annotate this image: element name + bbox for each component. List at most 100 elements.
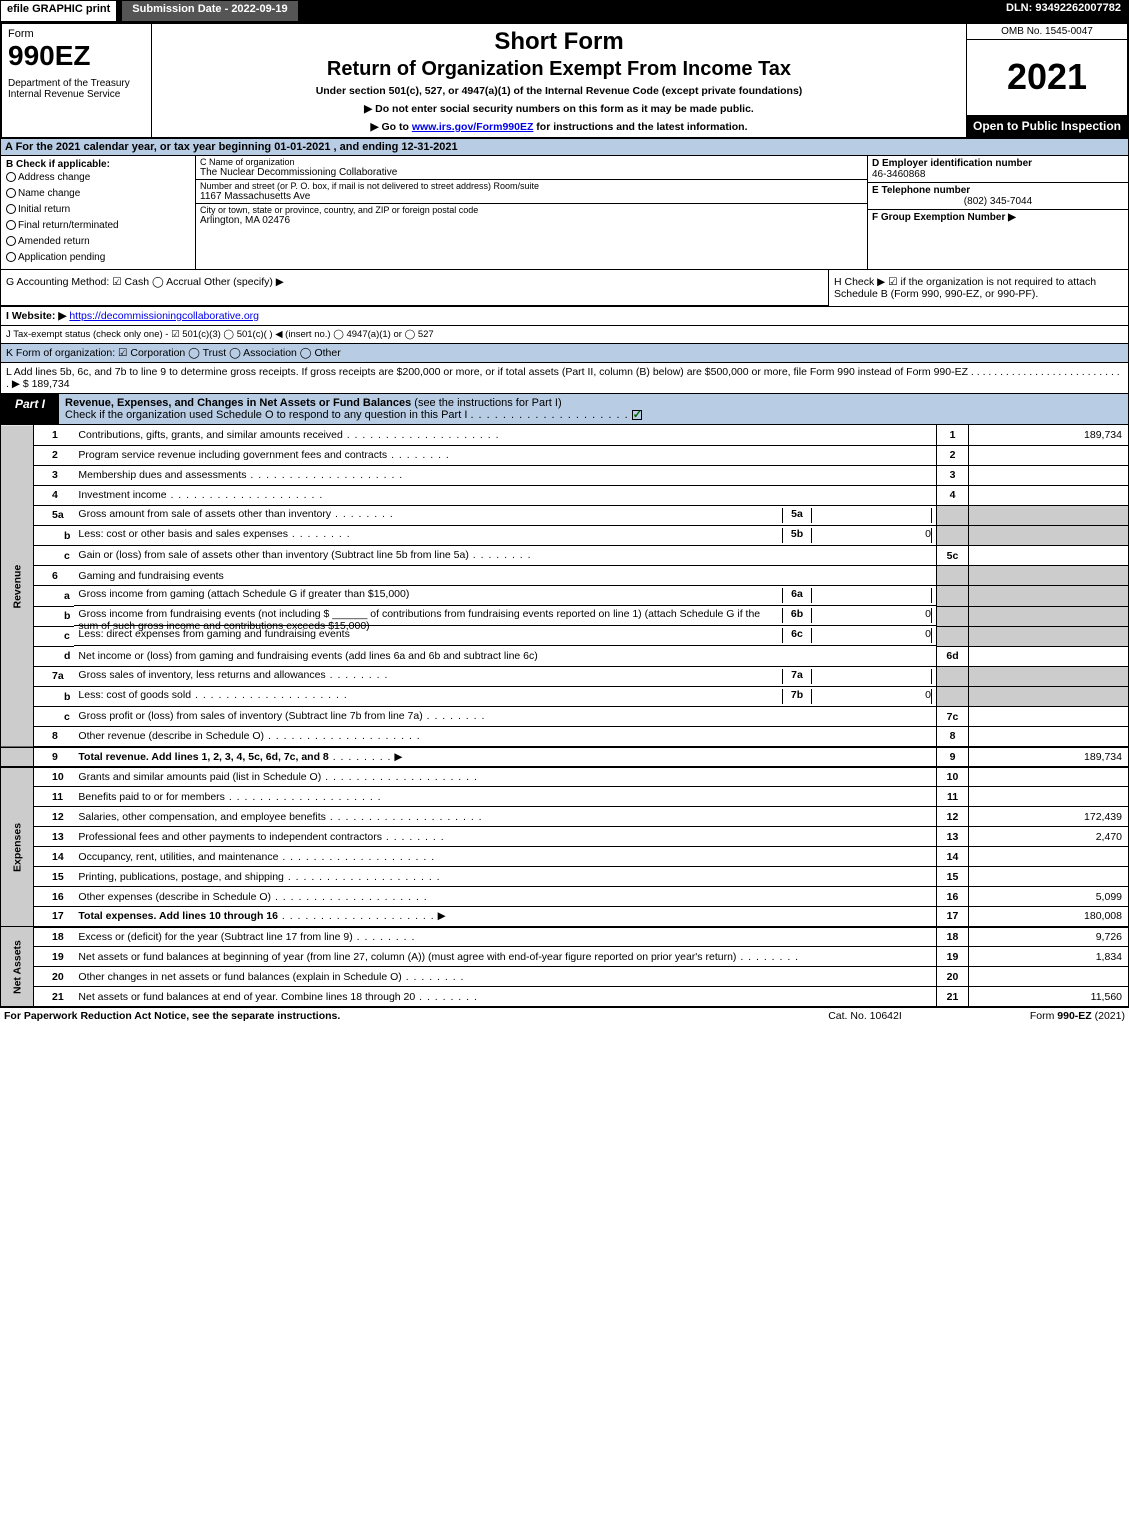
omb-number: OMB No. 1545-0047 <box>967 24 1127 40</box>
d-ein-label: D Employer identification number <box>872 158 1032 169</box>
part-i-table: Revenue 1Contributions, gifts, grants, a… <box>0 425 1129 1007</box>
b-header: B Check if applicable: <box>6 159 190 170</box>
f-group-label: F Group Exemption Number ▶ <box>872 212 1016 223</box>
ssn-warning: ▶ Do not enter social security numbers o… <box>160 103 958 115</box>
line-6b-val: 0 <box>812 608 932 623</box>
e-phone: (802) 345-7044 <box>872 196 1124 207</box>
line-5b-val: 0 <box>812 528 932 543</box>
line-8-val <box>969 727 1129 747</box>
l-text: L Add lines 5b, 6c, and 7b to line 9 to … <box>6 366 1120 390</box>
h-schedule-b: H Check ▶ ☑ if the organization is not r… <box>828 270 1128 306</box>
line-11-desc: Benefits paid to or for members <box>78 791 224 803</box>
form-subtitle: Under section 501(c), 527, or 4947(a)(1)… <box>160 85 958 97</box>
part-i-header: Part I Revenue, Expenses, and Changes in… <box>0 394 1129 425</box>
line-6c-desc: Less: direct expenses from gaming and fu… <box>78 628 782 643</box>
footer-left: For Paperwork Reduction Act Notice, see … <box>4 1010 765 1022</box>
part-i-tab: Part I <box>1 394 59 424</box>
side-revenue: Revenue <box>1 425 34 747</box>
org-name: The Nuclear Decommissioning Collaborativ… <box>200 167 863 178</box>
e-phone-label: E Telephone number <box>872 185 970 196</box>
line-18-val: 9,726 <box>969 927 1129 947</box>
row-k: K Form of organization: ☑ Corporation ◯ … <box>0 344 1129 363</box>
line-3-val <box>969 465 1129 485</box>
b-address-change[interactable]: Address change <box>6 170 190 186</box>
b-final-return[interactable]: Final return/terminated <box>6 218 190 234</box>
line-10-desc: Grants and similar amounts paid (list in… <box>78 771 321 783</box>
line-13-val: 2,470 <box>969 827 1129 847</box>
tax-year: 2021 <box>967 40 1127 115</box>
line-4-val <box>969 485 1129 505</box>
line-4-desc: Investment income <box>78 489 166 501</box>
line-2-desc: Program service revenue including govern… <box>78 449 387 461</box>
row-j: J Tax-exempt status (check only one) - ☑… <box>0 326 1129 344</box>
c-street-label: Number and street (or P. O. box, if mail… <box>200 181 863 191</box>
line-6a-desc: Gross income from gaming (attach Schedul… <box>78 588 782 603</box>
line-5b-desc: Less: cost or other basis and sales expe… <box>78 528 288 540</box>
line-7c-val <box>969 707 1129 727</box>
line-7c-desc: Gross profit or (loss) from sales of inv… <box>78 710 422 722</box>
line-6a-val <box>812 588 932 603</box>
line-13-desc: Professional fees and other payments to … <box>78 831 382 843</box>
line-9-desc: Total revenue. Add lines 1, 2, 3, 4, 5c,… <box>78 751 328 763</box>
line-7b-val: 0 <box>812 689 932 704</box>
b-name-change[interactable]: Name change <box>6 186 190 202</box>
part-i-check: Check if the organization used Schedule … <box>65 409 467 421</box>
line-14-val <box>969 847 1129 867</box>
goto-pre: ▶ Go to <box>371 121 412 133</box>
line-5c-desc: Gain or (loss) from sale of assets other… <box>78 549 468 561</box>
line-19-desc: Net assets or fund balances at beginning… <box>78 951 736 963</box>
line-12-val: 172,439 <box>969 807 1129 827</box>
line-11-val <box>969 787 1129 807</box>
line-12-desc: Salaries, other compensation, and employ… <box>78 811 325 823</box>
b-amended-return[interactable]: Amended return <box>6 234 190 250</box>
form-header: Form 990EZ Department of the Treasury In… <box>0 22 1129 139</box>
line-18-desc: Excess or (deficit) for the year (Subtra… <box>78 931 352 943</box>
line-5a-val <box>812 508 932 523</box>
org-street: 1167 Massachusetts Ave <box>200 191 863 202</box>
page-footer: For Paperwork Reduction Act Notice, see … <box>0 1007 1129 1024</box>
line-16-desc: Other expenses (describe in Schedule O) <box>78 891 271 903</box>
form-label: Form <box>8 28 145 40</box>
irs-link[interactable]: www.irs.gov/Form990EZ <box>412 121 534 133</box>
line-5c-val <box>969 546 1129 566</box>
line-21-val: 11,560 <box>969 987 1129 1007</box>
line-6b-pre: Gross income from fundraising events (no… <box>78 608 329 620</box>
line-19-val: 1,834 <box>969 947 1129 967</box>
line-3-desc: Membership dues and assessments <box>78 469 246 481</box>
goto-note: ▶ Go to www.irs.gov/Form990EZ for instru… <box>160 121 958 133</box>
d-ein: 46-3460868 <box>872 169 925 180</box>
org-city: Arlington, MA 02476 <box>200 215 863 226</box>
c-city-label: City or town, state or province, country… <box>200 205 863 215</box>
line-5a-desc: Gross amount from sale of assets other t… <box>78 508 331 520</box>
row-i: I Website: ▶ https://decommissioningcoll… <box>0 307 1129 326</box>
row-gh: G Accounting Method: ☑ Cash ◯ Accrual Ot… <box>0 270 1129 307</box>
line-16-val: 5,099 <box>969 887 1129 907</box>
line-14-desc: Occupancy, rent, utilities, and maintena… <box>78 851 278 863</box>
website-link[interactable]: https://decommissioningcollaborative.org <box>69 310 259 322</box>
line-7b-desc: Less: cost of goods sold <box>78 689 191 701</box>
line-1-val: 189,734 <box>969 425 1129 445</box>
efile-badge: efile GRAPHIC print <box>0 0 117 22</box>
line-6d-desc: Net income or (loss) from gaming and fun… <box>74 646 936 666</box>
short-form-heading: Short Form <box>160 28 958 56</box>
open-to-public: Open to Public Inspection <box>967 115 1127 137</box>
line-9-val: 189,734 <box>969 747 1129 767</box>
g-accounting: G Accounting Method: ☑ Cash ◯ Accrual Ot… <box>1 270 828 306</box>
l-amount: 189,734 <box>32 378 70 390</box>
b-initial-return[interactable]: Initial return <box>6 202 190 218</box>
line-6d-val <box>969 646 1129 666</box>
part-i-checkbox[interactable] <box>632 410 642 420</box>
line-17-val: 180,008 <box>969 907 1129 927</box>
line-20-desc: Other changes in net assets or fund bala… <box>78 971 401 983</box>
c-name-label: C Name of organization <box>200 157 863 167</box>
line-8-desc: Other revenue (describe in Schedule O) <box>78 730 264 742</box>
side-netassets: Net Assets <box>1 927 34 1007</box>
line-17-desc: Total expenses. Add lines 10 through 16 <box>78 910 278 922</box>
line-20-val <box>969 967 1129 987</box>
submission-date: Submission Date - 2022-09-19 <box>121 0 298 22</box>
side-expenses: Expenses <box>1 767 34 927</box>
part-i-rest: (see the instructions for Part I) <box>411 397 561 409</box>
footer-right: Form 990-EZ (2021) <box>965 1010 1125 1022</box>
b-application-pending[interactable]: Application pending <box>6 250 190 266</box>
row-l: L Add lines 5b, 6c, and 7b to line 9 to … <box>0 363 1129 394</box>
